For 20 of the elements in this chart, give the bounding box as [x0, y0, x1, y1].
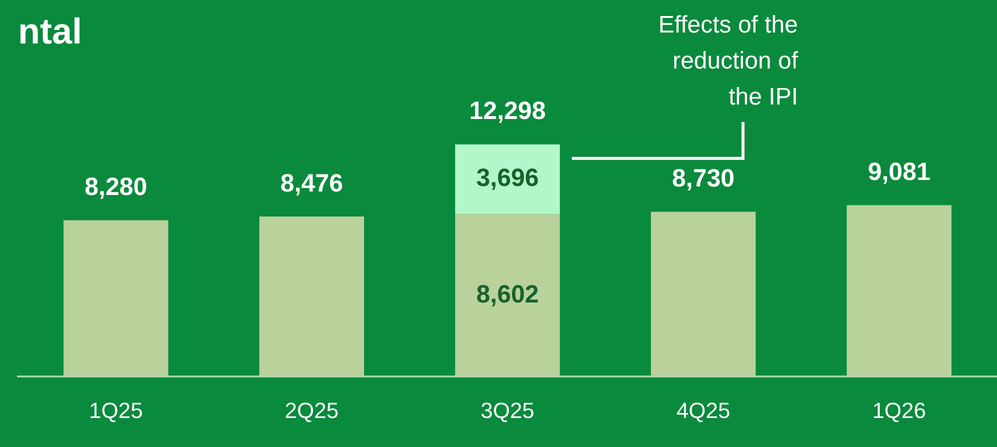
- bar: [64, 220, 168, 377]
- bar: [455, 214, 560, 377]
- data-label: 3,696: [476, 164, 539, 192]
- x-tick-label: 4Q25: [676, 398, 730, 423]
- data-label: 8,730: [672, 164, 735, 193]
- data-label: 8,280: [84, 173, 148, 202]
- x-tick-label: 3Q25: [480, 398, 534, 423]
- chart-title: ntal: [18, 10, 82, 52]
- total-label: 12,298: [469, 97, 546, 126]
- bar: [259, 216, 364, 377]
- bar: [650, 212, 756, 377]
- bar: [846, 205, 952, 377]
- x-tick-label: 1Q25: [88, 398, 143, 423]
- data-label: 8,476: [280, 169, 343, 198]
- bar: [455, 144, 560, 214]
- text: Effects of the reduction of the IPI: [658, 12, 798, 111]
- x-tick-label: 2Q25: [284, 398, 339, 423]
- data-label: 8,602: [476, 280, 539, 308]
- x-tick-label: 1Q26: [872, 398, 926, 423]
- data-label: 9,081: [868, 158, 930, 186]
